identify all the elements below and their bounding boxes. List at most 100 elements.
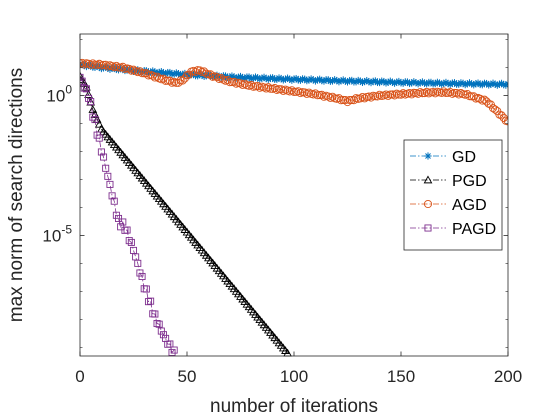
legend-marker-pagd (424, 224, 432, 232)
circle-shape (103, 62, 112, 71)
circle-shape (99, 60, 108, 69)
circle-shape (446, 88, 455, 97)
data-point-agd (399, 89, 408, 98)
data-point-pagd (125, 237, 133, 245)
data-point-agd (414, 89, 423, 98)
circle-shape (437, 88, 446, 97)
data-point-pagd (123, 226, 131, 234)
circle-shape (399, 89, 408, 98)
circle-shape (317, 90, 326, 99)
legend-marker-pgd (423, 175, 433, 184)
square-shape (97, 148, 105, 156)
data-point-agd (110, 63, 119, 72)
data-point-pgd (84, 90, 93, 98)
circle-shape (264, 83, 273, 92)
data-point-pagd (100, 153, 108, 161)
square-shape (123, 226, 131, 234)
data-point-agd (129, 65, 138, 74)
circle-shape (225, 78, 234, 87)
data-point-pagd (108, 192, 116, 200)
square-shape (166, 340, 174, 348)
square-shape (129, 246, 138, 254)
data-point-pagd (80, 84, 88, 92)
circle-shape (140, 69, 149, 78)
data-point-pagd (97, 148, 105, 156)
circle-shape (373, 92, 382, 101)
circle-shape (422, 87, 431, 96)
data-point-agd (360, 94, 369, 103)
data-point-agd (114, 63, 123, 72)
series-pagd (80, 73, 178, 356)
circle-shape (247, 80, 256, 90)
circle-shape (418, 89, 427, 98)
data-point-pagd (132, 253, 140, 261)
circle-shape (375, 90, 384, 99)
triangle-shape (94, 119, 104, 128)
data-point-pagd (87, 98, 95, 106)
circle-shape (174, 78, 183, 87)
data-point-pagd (170, 346, 178, 354)
data-point-agd (80, 60, 89, 69)
data-point-agd (452, 88, 461, 98)
data-point-agd (277, 85, 286, 94)
circle-shape (270, 84, 279, 93)
data-point-agd (437, 88, 446, 97)
circle-shape (259, 83, 269, 92)
data-point-agd (101, 60, 110, 69)
data-point-pagd (115, 214, 123, 222)
series-pgd (80, 71, 292, 357)
circle-shape (240, 79, 249, 88)
legend-item-pgd: PGD (410, 173, 487, 190)
circle-shape (289, 87, 299, 96)
data-point-agd (289, 87, 299, 96)
circle-shape (279, 86, 288, 95)
data-point-pagd (91, 116, 99, 124)
series-line-pagd (80, 77, 175, 354)
circle-shape (431, 89, 440, 98)
data-point-agd (294, 87, 303, 96)
circle-shape (384, 91, 393, 100)
square-shape (82, 85, 90, 93)
data-point-agd (84, 59, 93, 68)
triangle-shape (80, 78, 89, 87)
data-point-agd (488, 104, 498, 113)
data-point-pagd (95, 134, 103, 142)
legend-label-gd: GD (452, 149, 476, 166)
data-point-agd (439, 87, 448, 96)
legend-label-pgd: PGD (452, 173, 487, 190)
series-agd (80, 58, 508, 126)
data-point-agd (394, 90, 403, 99)
data-point-pagd (138, 272, 146, 281)
square-shape (134, 259, 142, 267)
asterisk-stroke (425, 153, 431, 159)
data-point-agd (264, 83, 273, 92)
data-point-agd (429, 87, 438, 97)
x-tick-label: 0 (75, 367, 84, 386)
data-point-pagd (129, 246, 138, 254)
data-point-agd (341, 96, 350, 105)
data-point-agd (422, 87, 431, 96)
square-shape (157, 327, 165, 335)
data-point-agd (285, 87, 294, 96)
y-axis-label: max norm of search directions (6, 68, 27, 323)
data-point-agd (396, 90, 406, 99)
square-shape (115, 214, 123, 222)
square-shape (168, 348, 176, 356)
square-shape (151, 310, 159, 318)
circle-shape (423, 199, 433, 209)
data-point-agd (491, 105, 500, 114)
data-point-agd (311, 89, 320, 98)
square-shape (138, 272, 146, 281)
data-point-agd (347, 95, 356, 105)
asterisk-stroke (505, 83, 508, 87)
data-point-agd (326, 93, 335, 102)
data-point-agd (253, 82, 262, 91)
data-point-agd (163, 76, 172, 85)
circle-shape (452, 88, 461, 98)
data-point-pgd (80, 71, 85, 80)
circle-shape (339, 95, 348, 104)
legend-label-agd: AGD (452, 197, 487, 214)
data-point-agd (405, 88, 414, 98)
data-point-pagd (159, 331, 167, 339)
x-tick-label: 200 (494, 367, 522, 386)
